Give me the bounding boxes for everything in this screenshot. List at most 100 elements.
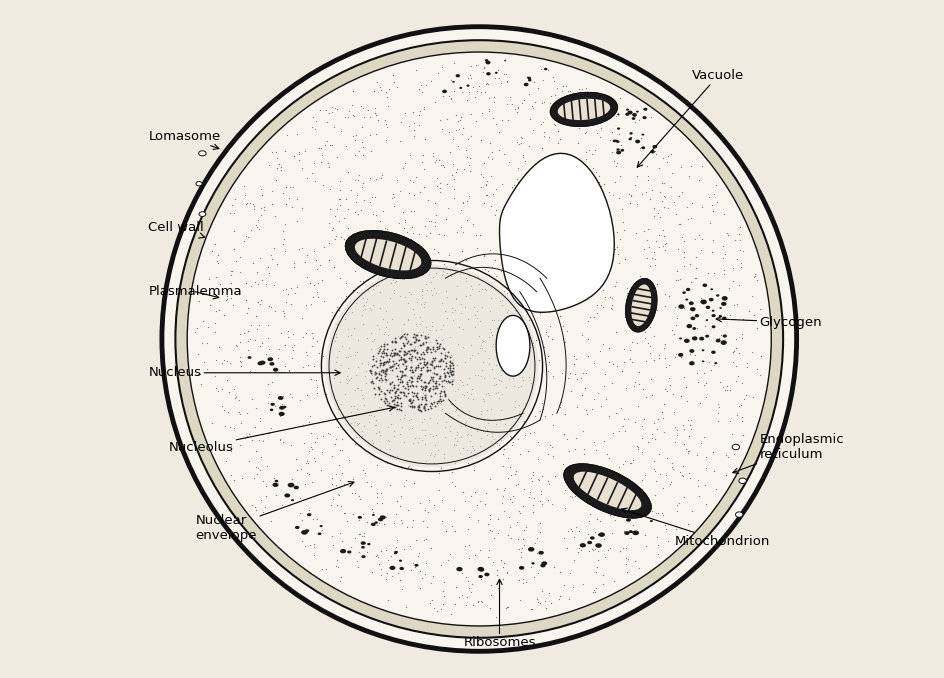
Point (400, 358, 415, 369)
Point (631, 114, 646, 125)
Point (705, 189, 720, 200)
Point (368, 174, 383, 184)
Point (650, 230, 666, 241)
Point (299, 250, 314, 260)
Point (459, 196, 474, 207)
Point (413, 80, 429, 91)
Point (733, 399, 748, 410)
Point (490, 315, 505, 325)
Point (304, 340, 319, 351)
Point (526, 77, 541, 88)
Point (390, 413, 405, 424)
Point (375, 346, 390, 357)
Point (691, 397, 706, 408)
Point (482, 510, 497, 521)
Point (370, 382, 385, 393)
Point (406, 269, 421, 280)
Point (268, 175, 283, 186)
Point (698, 463, 713, 474)
Point (676, 438, 691, 449)
Point (255, 435, 270, 446)
Point (603, 506, 618, 517)
Point (392, 454, 407, 464)
Point (345, 487, 360, 498)
Point (518, 388, 533, 399)
Point (375, 290, 390, 301)
Point (514, 552, 529, 563)
Point (442, 352, 457, 363)
Point (475, 357, 490, 367)
Point (394, 317, 409, 327)
Point (397, 356, 413, 367)
Point (637, 508, 652, 519)
Point (543, 188, 558, 199)
Point (576, 448, 591, 459)
Point (733, 412, 749, 422)
Point (392, 346, 407, 357)
Point (424, 290, 439, 300)
Point (354, 431, 369, 441)
Point (691, 174, 706, 185)
Point (356, 420, 371, 431)
Point (436, 368, 451, 379)
Point (242, 334, 257, 344)
Point (659, 156, 674, 167)
Point (441, 127, 456, 138)
Point (651, 211, 666, 222)
Point (396, 386, 411, 397)
Ellipse shape (478, 575, 482, 578)
Ellipse shape (370, 523, 376, 526)
Point (502, 430, 517, 441)
Point (332, 475, 347, 485)
Point (496, 443, 511, 454)
Ellipse shape (688, 361, 694, 365)
Point (570, 542, 585, 553)
Point (615, 217, 630, 228)
Point (656, 201, 671, 212)
Point (447, 167, 463, 178)
Point (379, 399, 395, 410)
Point (504, 377, 519, 388)
Point (609, 248, 624, 259)
Point (402, 540, 417, 551)
Point (520, 282, 535, 293)
Point (230, 407, 245, 418)
Point (514, 273, 529, 284)
Point (394, 518, 409, 529)
Point (503, 421, 518, 432)
Point (375, 358, 390, 369)
Point (372, 366, 387, 377)
Point (392, 575, 407, 586)
Point (746, 310, 761, 321)
Point (259, 279, 274, 290)
Point (512, 507, 527, 518)
Point (413, 363, 429, 374)
Point (393, 374, 408, 384)
Point (446, 359, 461, 370)
Point (397, 357, 413, 367)
Point (483, 200, 498, 211)
Point (646, 331, 661, 342)
Point (541, 587, 556, 598)
Point (437, 351, 452, 361)
Point (350, 562, 365, 573)
Point (211, 249, 226, 260)
Point (630, 443, 645, 454)
Point (555, 209, 570, 220)
Point (463, 430, 478, 441)
Point (496, 485, 511, 496)
Point (651, 186, 666, 197)
Point (525, 470, 540, 481)
Point (486, 533, 501, 544)
Point (401, 374, 416, 385)
Point (596, 178, 611, 189)
Point (484, 525, 499, 536)
Point (738, 361, 753, 372)
Point (346, 322, 362, 333)
Point (400, 414, 415, 425)
Point (527, 410, 542, 421)
Point (347, 349, 362, 360)
Point (515, 501, 531, 512)
Point (472, 496, 487, 506)
Point (406, 299, 421, 310)
